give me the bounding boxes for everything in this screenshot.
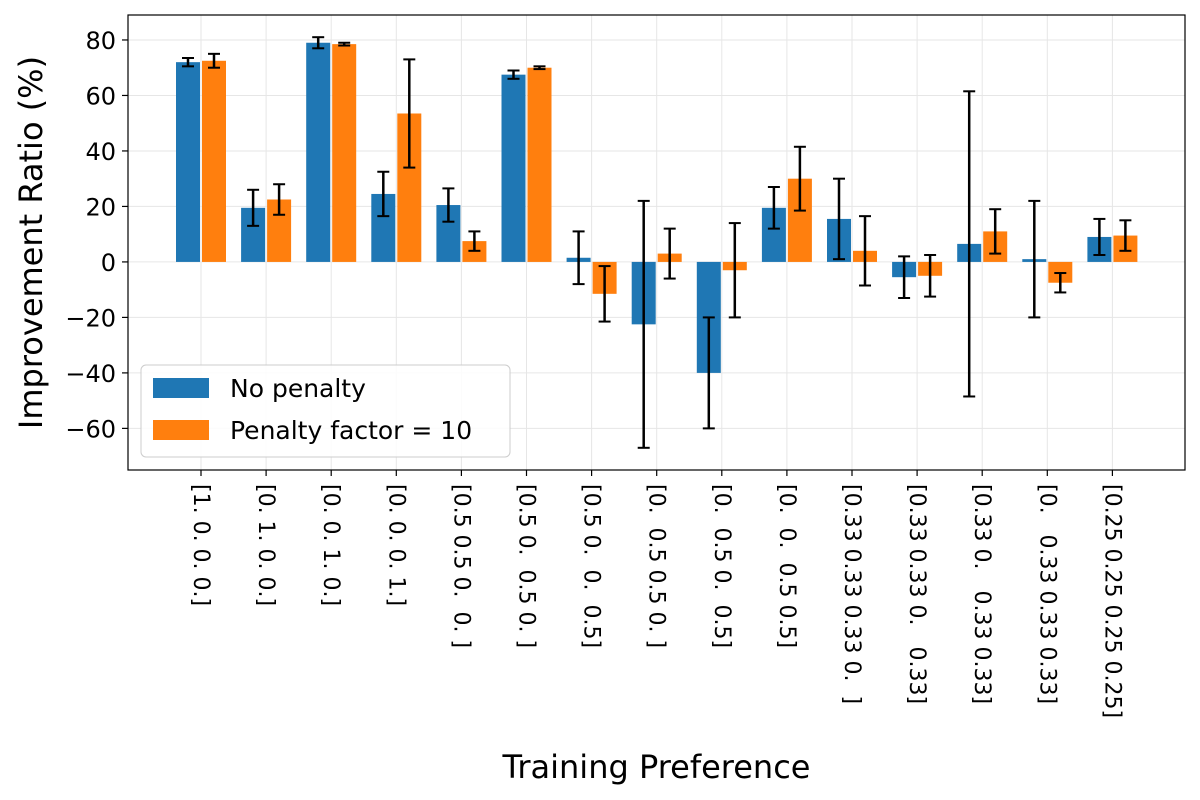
x-tick-label: [0. 0. 0. 1.] [383,484,408,606]
legend-label: Penalty factor = 10 [230,416,472,445]
bar-penalty-10 [527,67,552,262]
bar-penalty-10 [202,60,226,262]
x-tick-label: [0. 1. 0. 0.] [253,484,278,606]
x-tick-label: [0. 0.5 0.5 0. ] [644,484,669,648]
y-tick-label: 0 [101,249,116,277]
bar-no-penalty [306,42,331,262]
y-tick-label: 80 [85,27,116,55]
y-tick-label: 20 [85,193,116,221]
x-tick-label: [1. 0. 0. 0.] [188,484,213,606]
bar-no-penalty [176,62,200,262]
x-tick-label: [0. 0.33 0.33 0.33] [1034,484,1059,704]
x-tick-label: [0.5 0. 0.5 0. ] [514,484,539,648]
x-tick-label: [0.25 0.25 0.25 0.25] [1099,484,1124,718]
x-tick-label: [0.5 0.5 0. 0. ] [448,484,473,648]
x-tick-label: [0.5 0. 0. 0.5] [579,484,604,648]
y-tick-label: 60 [85,82,116,110]
x-tick-label: [0.33 0.33 0. 0.33] [904,484,929,704]
legend-box [140,364,511,458]
x-tick-label: [0.33 0.33 0.33 0. ] [839,484,864,704]
legend-swatch [153,378,209,398]
x-tick-label: [0.33 0. 0.33 0.33] [969,484,994,704]
x-tick-label: [0. 0.5 0. 0.5] [709,484,734,648]
y-tick-label: 40 [85,138,116,166]
y-tick-label: −60 [65,415,116,443]
legend-label: No penalty [230,374,366,403]
x-tick-label: [0. 0. 0.5 0.5] [774,484,799,648]
y-axis-title: Improvement Ratio (%) [12,56,50,429]
bar-no-penalty [501,74,526,262]
y-tick-label: −40 [65,360,116,388]
y-tick-label: −20 [65,304,116,332]
x-axis-title: Training Preference [502,748,811,786]
bar-penalty-10 [332,44,357,262]
legend-swatch [153,420,209,440]
x-tick-label: [0. 0. 1. 0.] [318,484,343,606]
